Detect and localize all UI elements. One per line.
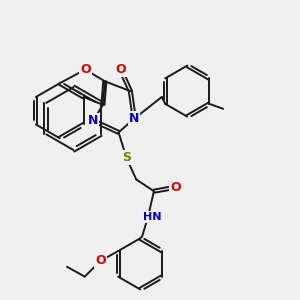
Text: N: N	[88, 114, 98, 127]
Text: S: S	[122, 152, 131, 164]
Text: O: O	[115, 63, 126, 76]
Text: HN: HN	[143, 212, 161, 222]
Text: O: O	[95, 254, 106, 267]
Text: O: O	[170, 181, 181, 194]
Text: O: O	[80, 63, 91, 76]
Text: N: N	[129, 112, 140, 125]
